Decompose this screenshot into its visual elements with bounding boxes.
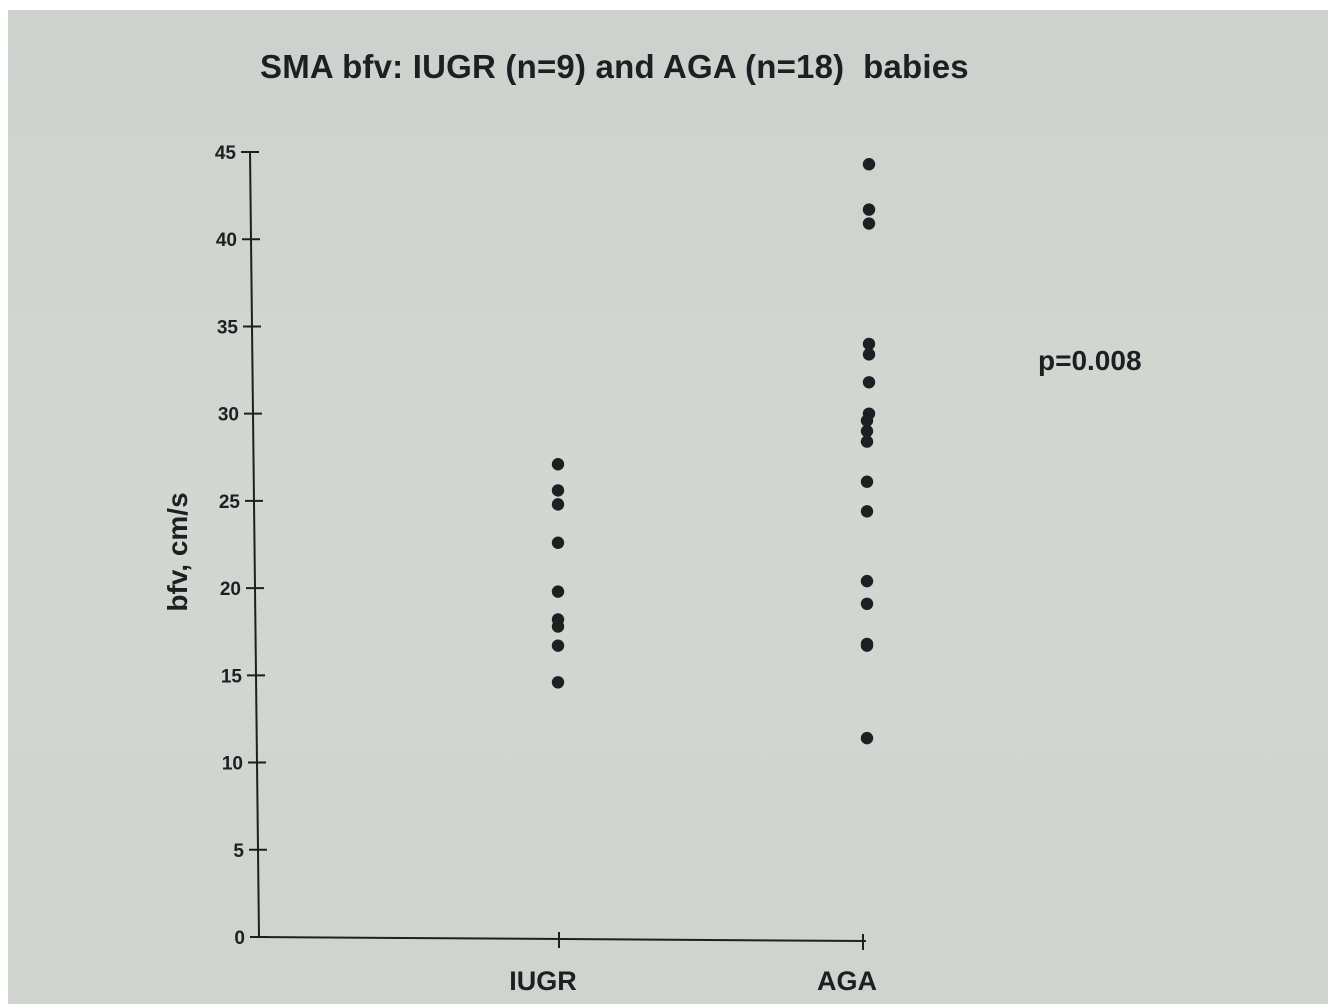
y-tick-label: 30 (218, 405, 239, 426)
y-tick-label: 5 (233, 841, 244, 862)
data-point (860, 475, 874, 488)
data-point (551, 620, 565, 633)
data-point (862, 337, 876, 351)
y-axis: 0 5 10 15 20 25 30 35 40 45 (215, 143, 268, 949)
data-point (860, 435, 874, 448)
data-point (862, 348, 876, 361)
data-points (551, 158, 876, 745)
y-tick-label: 15 (221, 666, 243, 687)
x-tick-label: AGA (817, 966, 877, 996)
data-point (551, 498, 565, 511)
y-tick-label: 25 (219, 492, 241, 513)
data-point (860, 414, 874, 427)
data-point (551, 676, 565, 689)
data-point (862, 217, 876, 230)
data-point (860, 424, 874, 438)
data-point (862, 158, 876, 171)
y-tick-label: 35 (217, 317, 239, 338)
y-tick-label: 45 (215, 143, 237, 164)
p-value-annotation: p=0.008 (1038, 345, 1142, 376)
chart-paper (8, 10, 1328, 1004)
data-point (860, 731, 874, 745)
y-tick-label: 0 (234, 928, 245, 949)
x-axis: IUGR AGA (252, 931, 877, 996)
x-tick-label: IUGR (509, 966, 577, 996)
chart-title: SMA bfv: IUGR (n=9) and AGA (n=18) babie… (260, 48, 969, 85)
data-point (551, 639, 565, 652)
data-point (860, 505, 874, 518)
data-point (860, 597, 874, 611)
y-tick-label: 40 (216, 230, 237, 251)
data-point (551, 536, 565, 549)
data-point (551, 458, 565, 471)
data-point (860, 639, 874, 652)
data-point (551, 484, 565, 497)
y-tick-label: 10 (222, 754, 243, 775)
y-axis-line (249, 151, 260, 938)
data-point (862, 376, 876, 389)
data-point (862, 203, 876, 216)
y-tick-label: 20 (220, 579, 241, 600)
data-point (551, 585, 565, 598)
data-point (860, 574, 874, 588)
